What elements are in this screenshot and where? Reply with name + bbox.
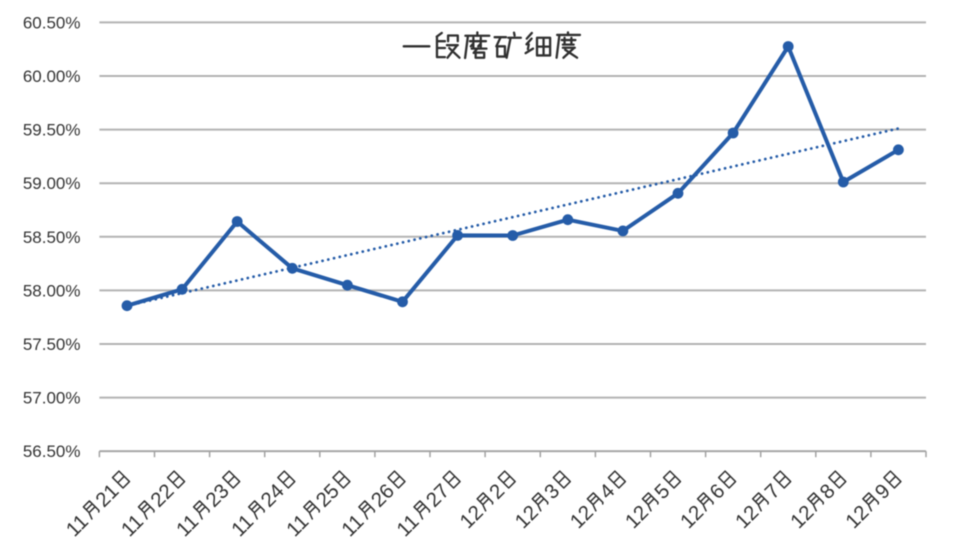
svg-text:57.50%: 57.50% xyxy=(23,335,81,354)
svg-text:57.00%: 57.00% xyxy=(23,389,81,408)
svg-text:60.50%: 60.50% xyxy=(23,13,81,32)
svg-text:56.50%: 56.50% xyxy=(23,442,81,461)
svg-text:60.00%: 60.00% xyxy=(23,67,81,86)
svg-text:59.00%: 59.00% xyxy=(23,174,81,193)
svg-text:58.00%: 58.00% xyxy=(23,281,81,300)
svg-text:59.50%: 59.50% xyxy=(23,121,81,140)
svg-text:58.50%: 58.50% xyxy=(23,228,81,247)
